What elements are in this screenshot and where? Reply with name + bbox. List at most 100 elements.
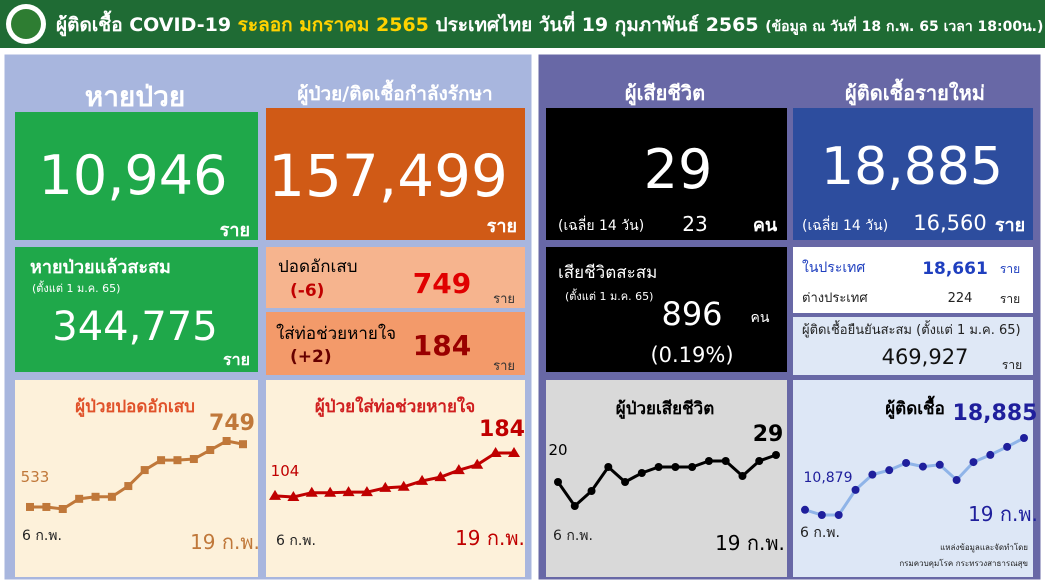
marker (654, 463, 663, 471)
unit: คน (751, 310, 770, 326)
section-heading: ผู้เสียชีวิต (625, 81, 705, 107)
unit: ราย (223, 350, 250, 369)
title-part: ประเทศไทย วันที่ 19 กุมภาพันธ์ 2565 (436, 11, 759, 37)
label: เสียชีวิตสะสม (558, 263, 657, 283)
marker (206, 446, 215, 455)
section-heading: ผู้ติดเชื้อรายใหม่ (845, 78, 985, 107)
marker (42, 502, 51, 511)
marker (902, 458, 911, 467)
marker (416, 474, 429, 485)
end-date: 19 ก.พ. (968, 502, 1038, 526)
chart-card (793, 380, 1033, 577)
card (266, 247, 525, 308)
marker (885, 466, 894, 475)
start-date: 6 ก.พ. (553, 528, 593, 544)
marker (772, 451, 780, 459)
number: 184 (413, 329, 471, 362)
marker (704, 457, 713, 465)
marker (508, 447, 520, 457)
unit: ราย (995, 215, 1025, 236)
marker (834, 511, 843, 519)
marker (935, 460, 944, 469)
big-number: 29 (644, 138, 713, 201)
start-date: 6 ก.พ. (22, 528, 62, 544)
section-heading: ผู้ป่วย/ติดเชื้อกำลังรักษา (297, 79, 492, 106)
marker (755, 457, 764, 465)
unit: ราย (487, 216, 517, 237)
label: ในประเทศ (802, 259, 865, 276)
marker (986, 450, 995, 459)
marker (817, 511, 826, 519)
header-title: ผู้ติดเชื้อ COVID-19 ระลอก มกราคม 2565 ป… (56, 10, 1043, 37)
unit: ราย (493, 359, 515, 374)
marker (452, 464, 465, 475)
marker (1003, 442, 1012, 451)
marker (801, 505, 809, 514)
label: (เฉลี่ย 14 วัน) (802, 216, 888, 234)
number: 344,775 (52, 304, 217, 350)
marker (489, 447, 502, 457)
marker (324, 486, 337, 497)
value-label: 10,879 (804, 470, 853, 486)
chart-card (546, 380, 787, 577)
unit: ราย (1002, 358, 1022, 372)
card (793, 108, 1033, 240)
marker (287, 491, 300, 501)
value-label: 29 (753, 422, 784, 447)
source: แหล่งข้อมูลและจัดทำโดย (940, 542, 1028, 553)
marker (671, 463, 680, 471)
marker (621, 478, 630, 486)
marker (222, 437, 231, 445)
marker (570, 502, 579, 510)
source: กรมควบคุมโรค กระทรวงสาธารณสุข (899, 558, 1028, 568)
marker (471, 458, 484, 469)
unit: ราย (1000, 292, 1020, 306)
marker (342, 486, 355, 497)
chart-title: ผู้ป่วยใส่ท่อช่วยหายใจ (315, 396, 475, 418)
number: 896 (661, 295, 722, 333)
start-date: 6 ก.พ. (800, 525, 840, 541)
title-part: ผู้ติดเชื้อ COVID-19 (56, 10, 231, 37)
value-label: 184 (479, 417, 525, 442)
number: 23 (682, 212, 707, 236)
number: 16,560 (913, 211, 986, 235)
card (266, 312, 525, 375)
label: ผู้ติดเชื้อยืนยันสะสม (ตั้งแต่ 1 ม.ค. 65… (802, 320, 1021, 338)
sub-label: (ตั้งแต่ 1 ม.ค. 65) (32, 280, 120, 295)
card (546, 108, 787, 240)
marker (189, 455, 198, 464)
end-date: 19 ก.พ. (190, 530, 260, 554)
header-bar (0, 0, 1045, 48)
big-number: 18,885 (821, 137, 1003, 197)
chart-title: ผู้ป่วยปอดอักเสบ (75, 397, 195, 418)
big-number: 10,946 (39, 144, 228, 207)
marker (75, 494, 84, 503)
chart-title: ผู้ป่วยเสียชีวิต (616, 398, 715, 420)
marker (173, 456, 182, 465)
marker (239, 440, 247, 449)
chart-title: ผู้ติดเชื้อ (885, 395, 945, 420)
section-heading: หายป่วย (85, 80, 186, 113)
marker (721, 457, 730, 465)
label: ใส่ท่อช่วยหายใจ (276, 323, 396, 344)
sub-label: (ตั้งแต่ 1 ม.ค. 65) (565, 288, 653, 303)
marker (738, 472, 747, 480)
marker (969, 458, 978, 467)
label: ปอดอักเสบ (278, 257, 358, 277)
start-date: 6 ก.พ. (276, 533, 316, 549)
end-date: 19 ก.พ. (455, 526, 525, 550)
label: หายป่วยแล้วสะสม (30, 257, 171, 278)
marker (587, 487, 596, 495)
label: ต่างประเทศ (802, 291, 868, 306)
card (266, 108, 525, 240)
marker (952, 476, 961, 485)
logo-inner (11, 9, 41, 39)
marker (107, 492, 116, 501)
marker (637, 469, 646, 477)
value-label: 749 (209, 411, 255, 436)
unit: ราย (1000, 262, 1020, 276)
change: (+2) (290, 347, 332, 367)
card (15, 112, 258, 240)
chart-card (266, 380, 525, 577)
